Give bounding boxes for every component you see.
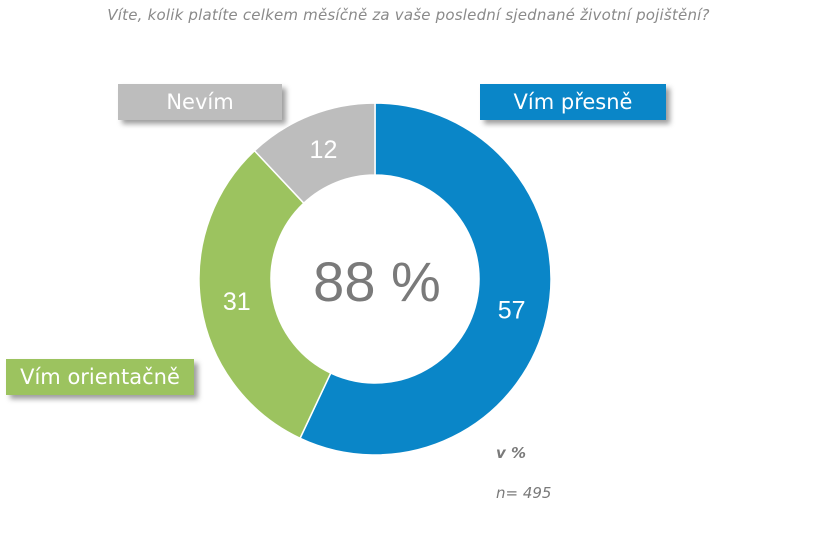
donut-slice-nevim bbox=[253, 102, 376, 205]
center-total-label: 88 % bbox=[313, 250, 441, 313]
slice-value-vim-presne: 57 bbox=[498, 297, 526, 325]
chart-title: Víte, kolik platíte celkem měsíčně za va… bbox=[107, 6, 710, 24]
slice-value-nevim: 12 bbox=[310, 136, 338, 164]
legend-label-vim-orientacne: Vím orientačně bbox=[6, 359, 194, 395]
donut-slice-vim-presne bbox=[299, 102, 552, 456]
slice-value-vim-orientacne: 31 bbox=[223, 288, 251, 316]
donut-slice-vim-orientacne bbox=[198, 149, 332, 440]
unit-note: v % bbox=[496, 444, 527, 462]
legend-label-nevim: Nevím bbox=[118, 84, 282, 120]
sample-size-note: n= 495 bbox=[496, 484, 552, 502]
legend-label-vim-presne: Vím přesně bbox=[480, 84, 666, 120]
